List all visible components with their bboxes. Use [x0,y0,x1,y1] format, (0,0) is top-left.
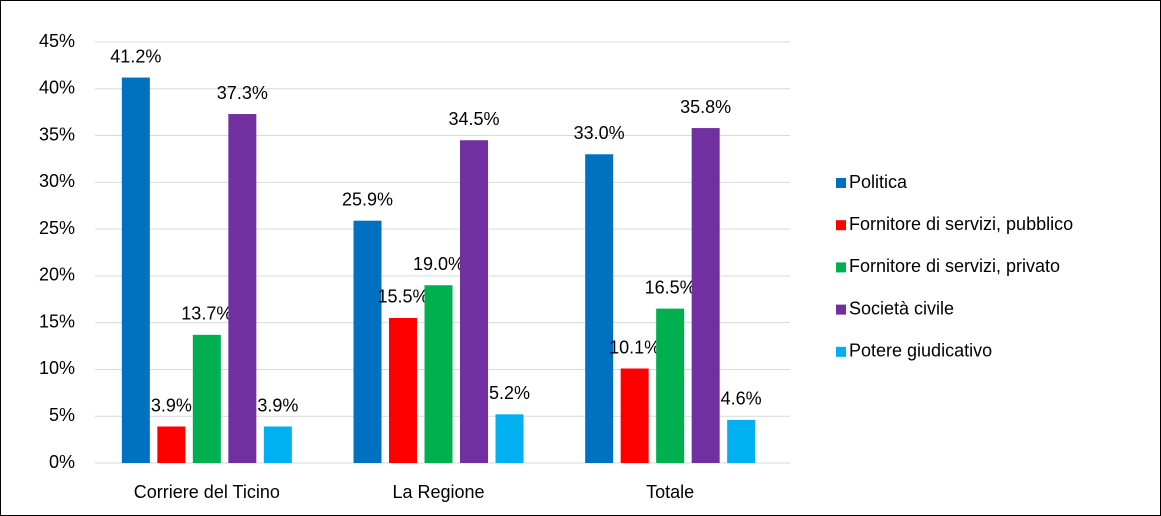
bar [620,368,649,463]
bar [727,419,756,463]
bar [389,317,417,463]
legend-label: Politica [849,172,908,192]
bar [263,426,292,463]
y-tick-label: 20% [39,265,75,285]
data-label: 10.1% [609,337,660,357]
data-label: 33.0% [574,123,625,143]
data-label: 15.5% [377,287,428,307]
y-tick-label: 0% [49,452,75,472]
legend-swatch [836,178,846,188]
x-tick-label: La Regione [392,482,484,502]
data-label: 3.9% [151,395,192,415]
legend-swatch [836,346,846,357]
bar [157,426,186,463]
y-tick-label: 15% [39,311,75,331]
bar [460,140,488,463]
data-label: 5.2% [489,383,530,403]
bar [192,334,221,463]
bar [424,285,453,463]
legend-swatch [836,262,846,273]
data-label: 41.2% [110,46,161,66]
bar [121,77,150,463]
y-tick-label: 5% [49,405,75,425]
y-tick-label: 35% [39,124,75,144]
data-label: 37.3% [217,83,268,103]
data-label: 19.0% [413,254,464,274]
data-label: 13.7% [181,304,232,324]
y-tick-label: 40% [39,78,75,98]
legend-label: Fornitore di servizi, privato [849,256,1060,276]
bar [228,114,257,463]
x-tick-label: Corriere del Ticino [134,482,280,502]
legend-label: Fornitore di servizi, pubblico [849,214,1073,234]
y-tick-label: 45% [39,31,75,51]
data-label: 34.5% [448,109,499,129]
x-tick-label: Totale [646,482,694,502]
bar [495,414,524,463]
y-tick-label: 25% [39,218,75,238]
legend-label: Società civile [849,298,954,318]
legend-swatch [836,220,846,231]
data-label: 35.8% [680,97,731,117]
bar [353,220,382,463]
data-label: 4.6% [721,389,762,409]
data-label: 3.9% [257,395,298,415]
data-label: 16.5% [645,277,696,297]
legend-swatch [836,304,846,315]
bar [585,154,614,463]
y-tick-label: 30% [39,171,75,191]
y-tick-label: 10% [39,358,75,378]
data-label: 25.9% [342,189,393,209]
bar [691,128,720,463]
legend-label: Potere giudicativo [849,341,992,361]
bar [656,308,685,463]
